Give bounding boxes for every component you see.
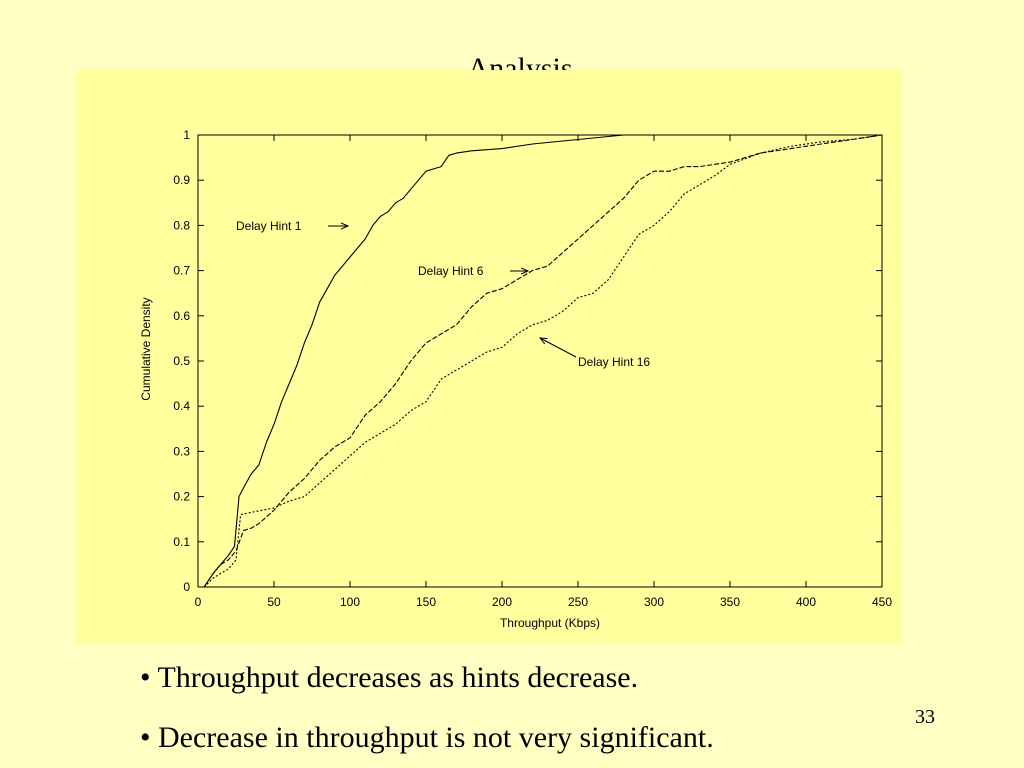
page-number: 33 [915, 706, 935, 728]
x-tick-label: 100 [340, 595, 360, 609]
series-line-3 [203, 134, 883, 588]
y-tick-label: 0.1 [173, 535, 190, 549]
x-tick-label: 450 [872, 595, 892, 609]
x-tick-label: 250 [568, 595, 588, 609]
plot-frame [197, 134, 883, 588]
annotation-arrow [540, 338, 577, 358]
annotation-label: Delay Hint 6 [418, 264, 484, 278]
y-tick-label: 0.3 [173, 444, 190, 458]
y-tick-label: 1 [183, 128, 190, 142]
y-tick-label: 0 [183, 580, 190, 594]
x-tick-label: 150 [416, 595, 436, 609]
x-tick-label: 50 [267, 595, 281, 609]
bullet-item: • Throughput decreases as hints decrease… [140, 661, 639, 694]
y-axis-label: Cumulative Density [139, 297, 153, 400]
x-tick-label: 400 [796, 595, 816, 609]
y-tick-label: 0.8 [173, 218, 190, 232]
x-tick-label: 0 [195, 595, 202, 609]
y-tick-label: 0.4 [173, 399, 190, 413]
annotation-label: Delay Hint 1 [236, 219, 302, 233]
x-tick-label: 350 [720, 595, 740, 609]
y-tick-label: 0.9 [173, 173, 190, 187]
bullet-list: • Throughput decreases as hints decrease… [140, 648, 920, 768]
y-tick-label: 0.2 [173, 490, 190, 504]
x-tick-label: 200 [492, 595, 512, 609]
plot-panel: Throughput (Kbps) Cumulative Density 0 50 1… [76, 70, 902, 644]
series-line-2 [203, 134, 883, 588]
series-line-1 [203, 134, 882, 588]
x-axis-label: Throughput (Kbps) [500, 616, 600, 630]
x-tick-label: 300 [644, 595, 664, 609]
y-tick-label: 0.7 [173, 264, 190, 278]
annotation-label: Delay Hint 16 [578, 355, 650, 369]
cdf-chart: Throughput (Kbps) Cumulative Density 0 50 1… [139, 128, 892, 630]
bullet-item: • Decrease in throughput is not very sig… [140, 721, 714, 754]
y-tick-label: 0.5 [173, 354, 190, 368]
y-tick-label: 0.6 [173, 309, 190, 323]
